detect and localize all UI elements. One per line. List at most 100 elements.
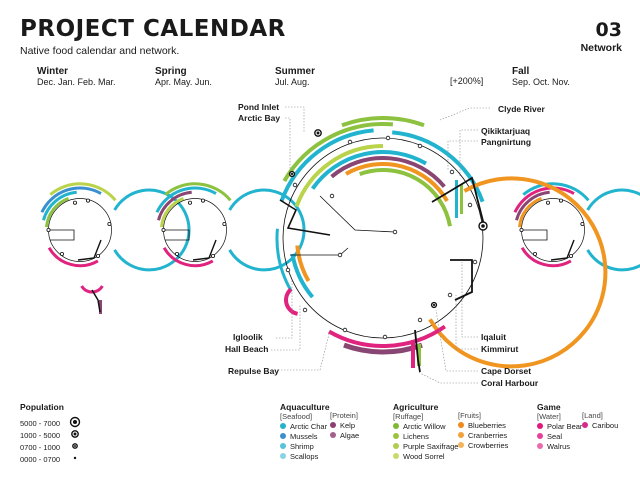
legend-label: Algae — [340, 430, 360, 440]
network-node — [546, 200, 551, 205]
season-name: Spring — [155, 66, 187, 77]
network-link — [455, 295, 478, 350]
legend-label: Wood Sorrel — [403, 451, 445, 461]
legend-agriculture: Agriculture [Ruffage] Arctic Willow Liche… — [393, 402, 458, 461]
food-arc — [290, 253, 315, 299]
network-node — [222, 221, 227, 226]
legend-sub: [Water] — [537, 412, 561, 421]
legend-label: Seal — [547, 431, 563, 441]
food-arc — [160, 196, 185, 228]
network-node — [107, 221, 112, 226]
place-label: Repulse Bay — [228, 366, 280, 376]
network-node — [449, 169, 455, 175]
food-arc — [284, 287, 299, 316]
network-link — [285, 106, 305, 132]
network-link — [461, 262, 478, 338]
food-arc — [164, 182, 232, 202]
network-node — [417, 143, 423, 149]
network-link — [439, 107, 490, 121]
network-node — [46, 227, 51, 232]
season-spring: Spring Apr. May. Jun. — [155, 66, 212, 87]
network-node — [385, 135, 391, 141]
network-node — [96, 253, 101, 258]
legend-list-seafood: Arctic Char Mussels Shrimp Scallops — [280, 421, 330, 461]
population-title: Population — [20, 402, 64, 412]
section-number: 03 — [595, 19, 622, 41]
season-winter: Winter Dec. Jan. Feb. Mar. — [37, 66, 116, 87]
summer-increase-note: [+200%] — [450, 76, 484, 86]
legend-item: Caribou — [582, 420, 618, 430]
legend-item: Walrus — [537, 441, 582, 451]
food-arc — [275, 228, 293, 292]
legend-label: Arctic Willow — [403, 421, 446, 431]
food-arc — [330, 156, 446, 188]
food-arc — [294, 143, 384, 208]
food-arc — [515, 190, 550, 221]
legend-label: Lichens — [403, 431, 429, 441]
season-months: Sep. Oct. Nov. — [512, 77, 570, 87]
network-node — [519, 227, 524, 232]
network-lines — [48, 106, 575, 384]
population-range: 0700 - 1000 — [20, 442, 61, 452]
food-bar — [417, 344, 421, 366]
legend-label: Scallops — [290, 451, 319, 461]
network-node — [447, 292, 453, 298]
season-months: Dec. Jan. Feb. Mar. — [37, 77, 116, 87]
legend-list-fruits: Blueberries Cranberries Crowberries — [458, 420, 508, 450]
legend-sub: [Seafood] — [280, 412, 313, 421]
legend-game: Game [Water] Polar Bear Seal Walrus — [537, 402, 582, 451]
legend-sub: [Land] — [582, 411, 603, 420]
food-bar — [455, 180, 458, 218]
food-bar — [460, 184, 463, 214]
food-arc — [295, 245, 311, 282]
legend-item: Wood Sorrel — [393, 451, 458, 461]
food-bar — [99, 300, 102, 314]
place-label: Iqaluit — [481, 332, 507, 342]
section-label: Network — [580, 42, 622, 54]
network-node — [347, 139, 353, 145]
legend-item: Algae — [330, 430, 359, 440]
legend-label: Kelp — [340, 420, 356, 430]
network-link — [276, 280, 293, 339]
network-link — [450, 259, 473, 301]
network-node — [337, 252, 343, 258]
legend-swatch — [280, 433, 286, 439]
food-arc — [392, 130, 485, 203]
legend-sub: [Fruits] — [458, 411, 481, 420]
legend-label: Mussels — [290, 431, 318, 441]
legend-swatch — [537, 423, 543, 429]
legend-swatch — [582, 422, 588, 428]
network-link — [163, 229, 190, 241]
network-node — [580, 221, 585, 226]
network-link — [285, 117, 291, 172]
network-link — [77, 239, 102, 261]
network-link — [550, 239, 575, 261]
legend-label: Blueberries — [468, 420, 506, 430]
legend-swatch — [330, 432, 336, 438]
network-node-core — [72, 419, 78, 425]
place-label: Hall Beach — [225, 344, 269, 354]
legend-swatch — [458, 442, 464, 448]
legend-list-water: Polar Bear Seal Walrus — [537, 421, 582, 451]
legend-protein: [Protein] Kelp Algae — [330, 411, 359, 440]
legend-item: Scallops — [280, 451, 330, 461]
food-arc — [359, 168, 452, 227]
network-link — [48, 229, 75, 241]
network-node — [417, 317, 423, 323]
legend-item: Seal — [537, 431, 582, 441]
place-label: Clyde River — [498, 104, 545, 114]
legend-swatch — [537, 433, 543, 439]
place-label: Cape Dorset — [481, 366, 532, 376]
network-node-core — [316, 131, 320, 135]
network-node — [467, 202, 473, 208]
legend-item: Arctic Willow — [393, 421, 458, 431]
legend-swatch — [393, 443, 399, 449]
legend-sub: [Protein] — [330, 411, 358, 420]
food-arc — [47, 247, 99, 268]
legend-item: Kelp — [330, 420, 359, 430]
place-label: Pond Inlet — [238, 102, 280, 112]
network-node — [200, 198, 205, 203]
legend-swatch — [458, 422, 464, 428]
legend-swatch — [330, 422, 336, 428]
legend-swatch — [393, 453, 399, 459]
